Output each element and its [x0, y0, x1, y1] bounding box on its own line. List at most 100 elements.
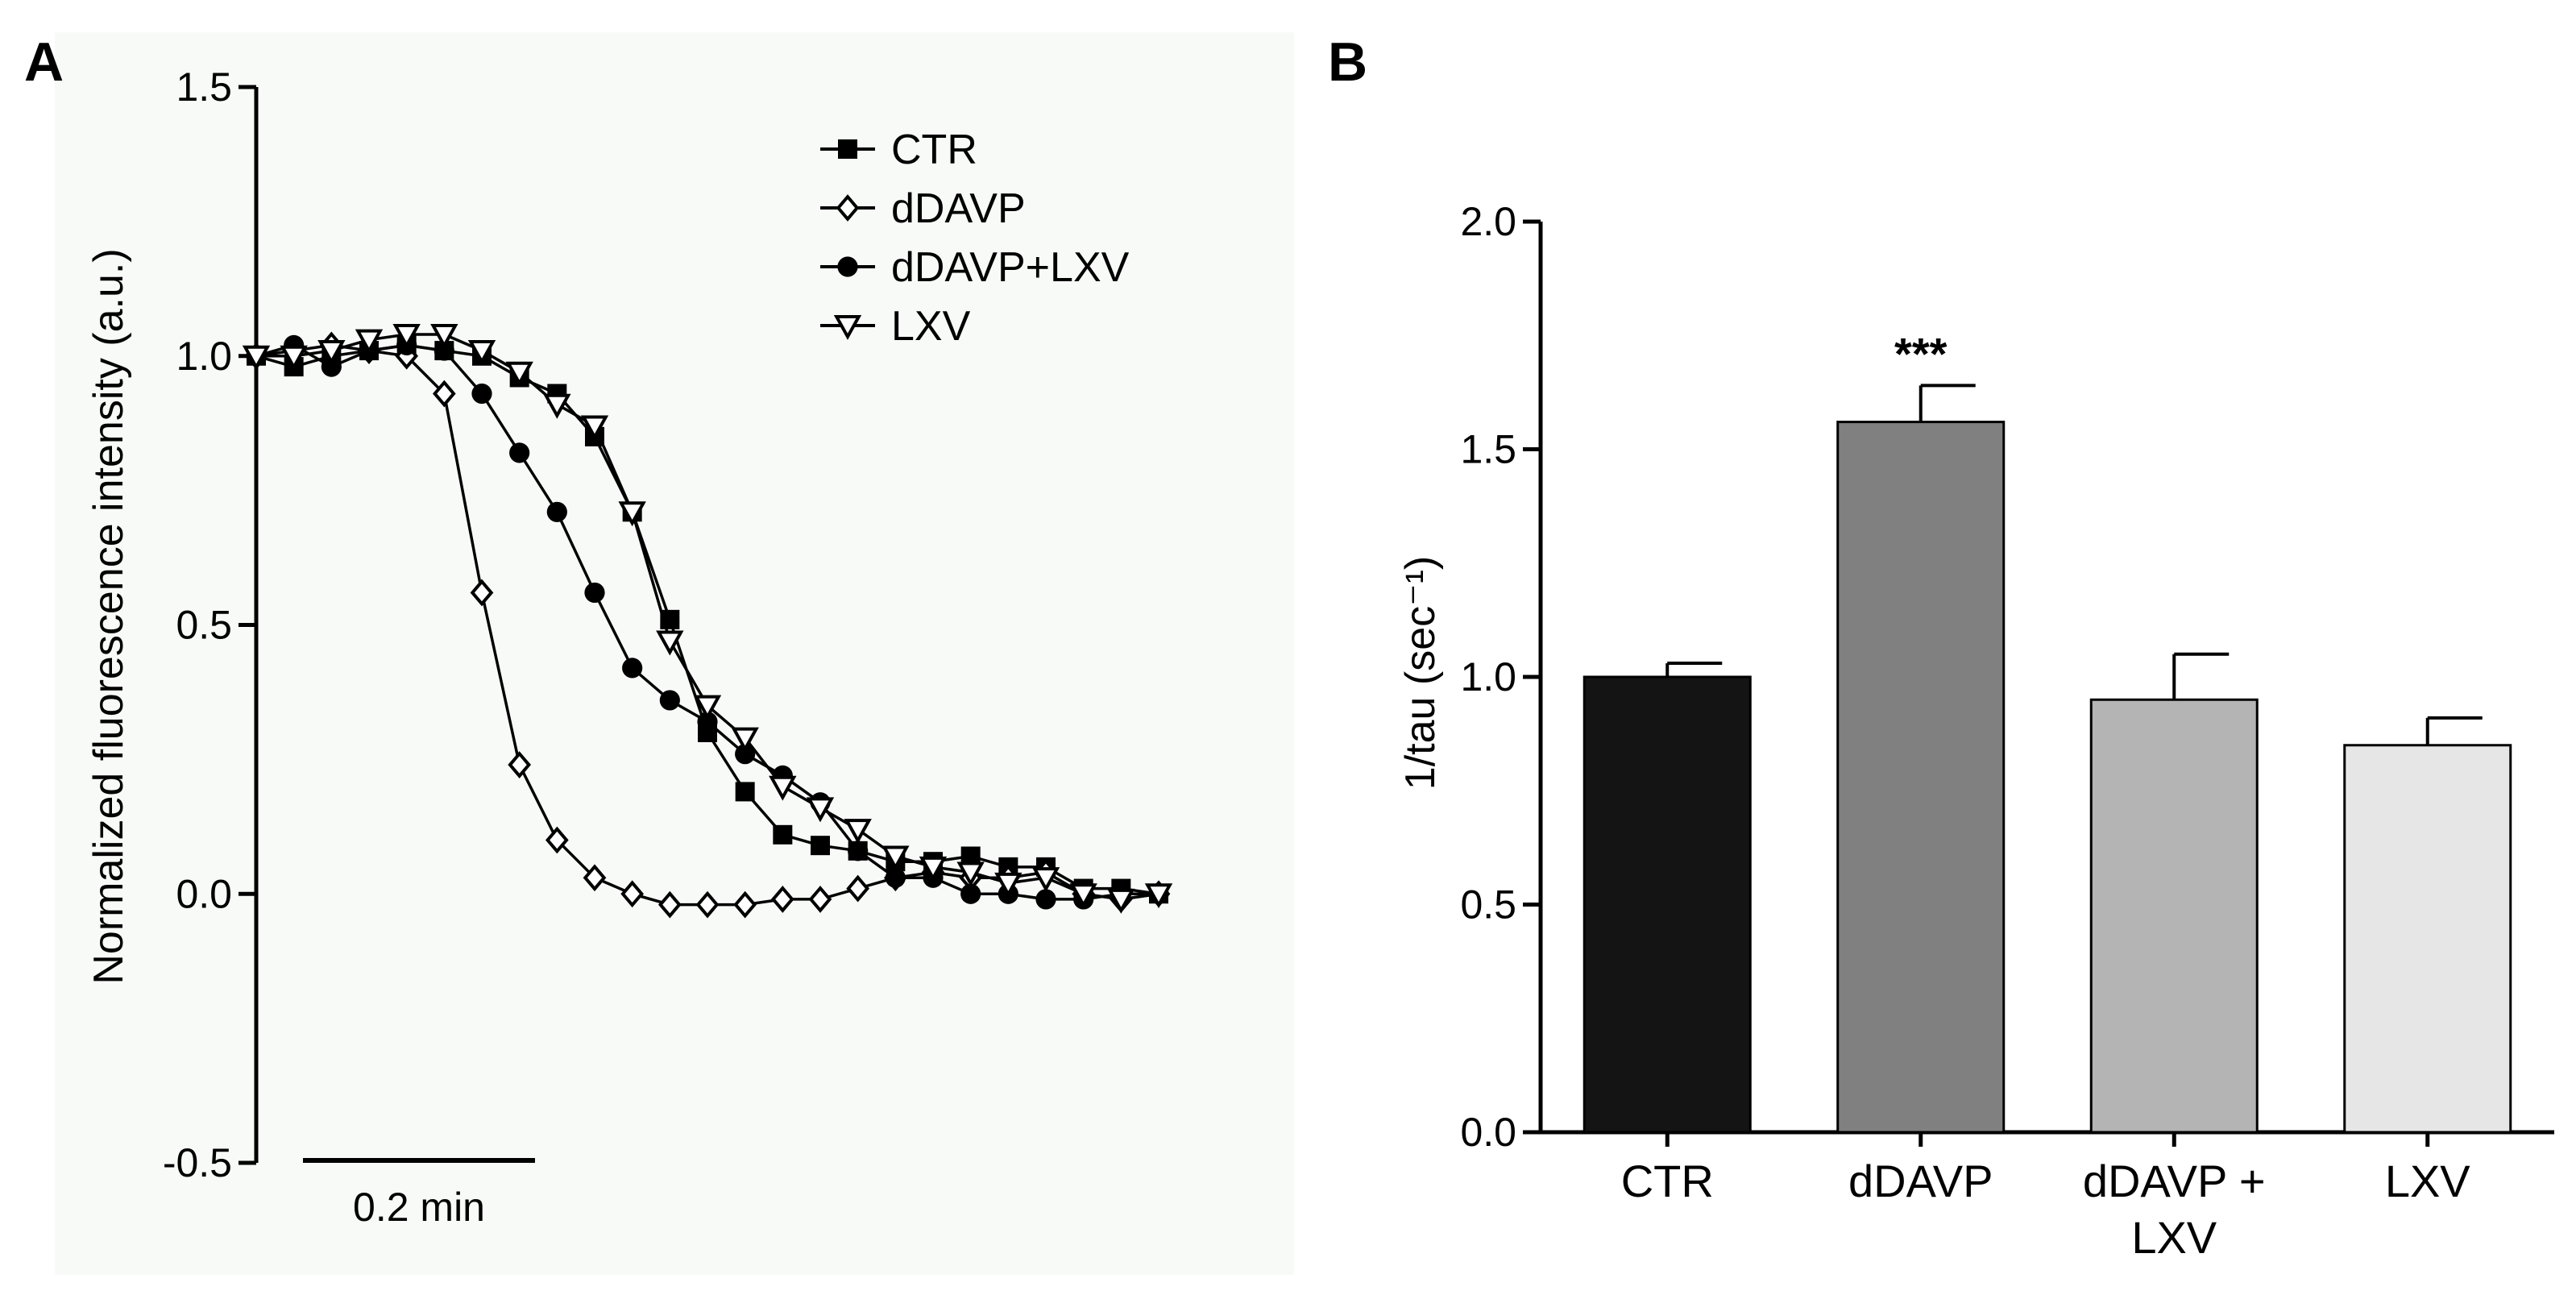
bar-group: dDAVP	[1836, 384, 2006, 1206]
data-point	[960, 883, 981, 904]
panel-b-y-tick-label: 0.0	[1460, 1110, 1516, 1155]
panel-a-scale-bar: 0.2 min	[303, 1158, 535, 1230]
x-tick-label: CTR	[1621, 1156, 1714, 1206]
data-point	[731, 727, 759, 753]
data-point	[430, 324, 458, 349]
data-point	[733, 890, 757, 919]
panel-a-background	[55, 32, 1294, 1275]
legend-item: LXV	[820, 303, 971, 350]
data-point	[769, 775, 797, 801]
panel-b-y-tick-label: 1.0	[1460, 654, 1516, 699]
bar	[2089, 698, 2259, 1134]
bar	[1836, 421, 2006, 1134]
data-point	[546, 501, 567, 522]
bar-group: CTR	[1583, 662, 1752, 1206]
panel-a-y-axis-title: Normalized fluorescence intensity (a.u.)	[85, 248, 132, 984]
data-point	[656, 630, 684, 656]
panel-b-y-tick-label: 2.0	[1460, 199, 1516, 244]
bar	[2343, 744, 2512, 1134]
data-point	[1107, 888, 1135, 914]
series-lxv	[242, 324, 1173, 914]
data-point	[994, 872, 1023, 898]
data-point	[1031, 867, 1060, 893]
data-point	[317, 340, 346, 365]
panel-b-bars: CTR dDAVP dDAVP + LXV LXV ***	[1583, 328, 2512, 1263]
data-point	[433, 340, 454, 361]
panel-b-y-tick-label: 1.5	[1460, 427, 1516, 472]
data-point	[735, 782, 755, 802]
panel-b-y-tick-label: 0.5	[1460, 882, 1516, 928]
panel-a-y-tick-label: 0.5	[176, 603, 232, 648]
panel-b-y-axis-title: 1/tau (sec⁻¹)	[1397, 556, 1444, 790]
data-point	[919, 856, 948, 882]
legend-label: dDAVP	[891, 185, 1026, 232]
panel-a-y-tick-label: 1.5	[176, 64, 232, 110]
data-point	[355, 329, 384, 355]
data-point	[695, 890, 720, 919]
data-point	[881, 845, 910, 871]
legend-item: dDAVP+LXV	[820, 244, 1130, 291]
panel-label-a: A	[24, 31, 64, 93]
legend-label: CTR	[891, 127, 977, 173]
panel-label-b: B	[1328, 31, 1367, 93]
x-tick-label: LXV	[2385, 1156, 2470, 1206]
x-tick-label: dDAVP +	[2083, 1156, 2266, 1206]
panel-a-y-tick-label: -0.5	[163, 1140, 232, 1185]
legend-marker	[833, 314, 862, 340]
bar-group: dDAVP + LXV	[2083, 652, 2266, 1263]
panel-a-y-tick-label: 1.0	[176, 334, 232, 379]
data-point	[509, 442, 530, 463]
data-point	[956, 861, 985, 887]
data-point	[848, 841, 869, 861]
data-point	[392, 324, 421, 349]
panel-a-y-tick-label: 0.0	[176, 871, 232, 916]
data-point	[1069, 883, 1097, 909]
data-point	[280, 345, 308, 371]
data-point	[735, 744, 756, 765]
data-point	[811, 836, 830, 856]
panel-a-legend: CTR dDAVP dDAVP+LXV LXV	[820, 127, 1130, 350]
data-point	[770, 886, 794, 913]
data-point	[885, 867, 906, 888]
data-point	[580, 415, 609, 441]
data-point	[432, 380, 456, 408]
data-point	[584, 582, 605, 604]
legend-marker	[838, 139, 857, 159]
legend-label: LXV	[891, 303, 971, 350]
data-point	[657, 890, 682, 919]
data-point	[806, 797, 835, 823]
data-point	[505, 361, 533, 387]
data-point	[773, 824, 793, 845]
data-point	[659, 690, 680, 711]
data-point	[622, 658, 643, 679]
panel-b-axes: 0.0 0.5 1.0 1.5 2.0	[1460, 199, 2554, 1155]
legend-marker	[836, 194, 860, 222]
panel-a-series	[242, 324, 1173, 919]
data-point	[543, 393, 571, 419]
significance-annotation: ***	[1894, 328, 1948, 379]
data-point	[583, 864, 607, 892]
data-point	[618, 501, 646, 527]
data-point	[846, 874, 870, 903]
data-point	[508, 751, 532, 778]
x-tick-label: dDAVP	[1848, 1156, 1993, 1206]
data-point	[321, 356, 342, 377]
data-point	[467, 340, 496, 365]
data-point	[471, 383, 492, 405]
data-point	[808, 886, 832, 913]
data-point	[1144, 883, 1173, 909]
data-point	[242, 345, 271, 371]
legend-marker	[837, 256, 858, 277]
data-point	[693, 695, 722, 720]
data-point	[697, 712, 718, 733]
data-point	[545, 826, 569, 854]
legend-item: CTR	[820, 127, 977, 173]
data-point	[844, 819, 872, 845]
scale-bar-label: 0.2 min	[353, 1185, 485, 1230]
data-point	[620, 880, 645, 908]
bar	[1583, 675, 1752, 1134]
legend-label: dDAVP+LXV	[891, 244, 1130, 291]
data-point	[470, 579, 494, 607]
